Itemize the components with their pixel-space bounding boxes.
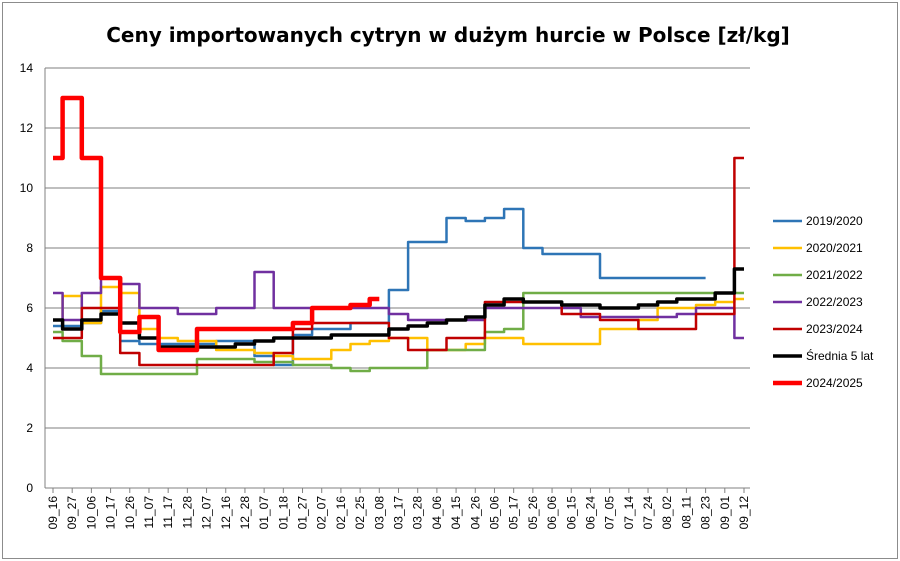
- x-tick-label: 05_06: [487, 496, 501, 530]
- series-line-4: [53, 270, 744, 340]
- x-tick-label: 09_16: [46, 496, 60, 530]
- chart-title: Ceny importowanych cytryn w dużym hurcie…: [106, 23, 790, 47]
- x-tick-label: 09_27: [65, 496, 79, 530]
- x-tick-label: 07_14: [622, 496, 636, 530]
- x-tick-label: 11_28: [180, 496, 194, 529]
- x-tick-label: 12_07: [200, 496, 214, 530]
- x-tick-label: 09_12: [737, 496, 751, 530]
- series-line-3: [53, 291, 744, 376]
- x-tick-label: 08_23: [699, 496, 713, 530]
- x-tick-label: 04_26: [468, 496, 482, 530]
- y-tick-label: 10: [20, 181, 34, 195]
- legend-label: 2024/2025: [806, 376, 863, 390]
- x-tick-label: 06_15: [564, 496, 578, 530]
- y-tick-label: 4: [26, 361, 33, 375]
- y-tick-label: 12: [20, 121, 34, 135]
- x-tick-label: 02_25: [353, 496, 367, 530]
- series-line-5: [53, 156, 744, 367]
- legend-label: 2019/2020: [806, 214, 863, 228]
- x-tick-label: 08_11: [679, 496, 693, 529]
- x-tick-label: 12_28: [238, 496, 252, 530]
- x-tick-label: 11_07: [142, 496, 156, 529]
- x-tick-label: 06_24: [583, 496, 597, 530]
- legend-label: Średnia 5 lat: [806, 348, 874, 363]
- x-tick-label: 10_26: [123, 496, 137, 530]
- x-tick-label: 06_06: [545, 496, 559, 530]
- x-tick-label: 07_05: [603, 496, 617, 530]
- y-tick-label: 2: [26, 421, 33, 435]
- x-tick-label: 03_08: [372, 496, 386, 530]
- x-tick-label: 02_07: [315, 496, 329, 530]
- legend-label: 2022/2023: [806, 295, 863, 309]
- x-axis: 09_16 09_27 10_06 10_17 10_26 11_07 11_17 11_28…: [46, 488, 751, 529]
- x-tick-label: 01_07: [257, 496, 271, 530]
- y-tick-label: 8: [26, 241, 33, 255]
- x-tick-label: 03_28: [411, 496, 425, 530]
- x-tick-label: 01_18: [276, 496, 290, 530]
- legend-label: 2020/2021: [806, 241, 863, 255]
- y-tick-label: 14: [20, 61, 34, 75]
- x-tick-label: 02_16: [334, 496, 348, 530]
- x-tick-label: 04_15: [449, 496, 463, 530]
- x-tick-label: 04_06: [430, 496, 444, 530]
- series-lines: [53, 95, 744, 376]
- x-tick-label: 08_02: [660, 496, 674, 530]
- x-tick-label: 03_17: [392, 496, 406, 530]
- legend-label: 2021/2022: [806, 268, 863, 282]
- legend: 2019/2020 2020/2021 2021/2022 2022/2023 2023…: [773, 214, 874, 390]
- gridlines: [45, 67, 750, 489]
- x-tick-label: 10_17: [104, 496, 118, 530]
- x-tick-label: 09_01: [718, 496, 732, 530]
- x-tick-label: 11_17: [161, 496, 175, 529]
- legend-label: 2023/2024: [806, 322, 863, 336]
- x-tick-label: 05_17: [507, 496, 521, 530]
- y-axis: 0 2 4 6 8 10 12 14: [20, 61, 46, 495]
- x-tick-label: 05_26: [526, 496, 540, 530]
- x-tick-label: 01_27: [296, 496, 310, 530]
- x-tick-label: 10_06: [84, 496, 98, 530]
- y-tick-label: 6: [26, 301, 33, 315]
- x-tick-label: 12_16: [219, 496, 233, 530]
- series-line-7: [53, 95, 380, 353]
- x-tick-label: 07_24: [641, 496, 655, 530]
- y-tick-label: 0: [26, 481, 33, 495]
